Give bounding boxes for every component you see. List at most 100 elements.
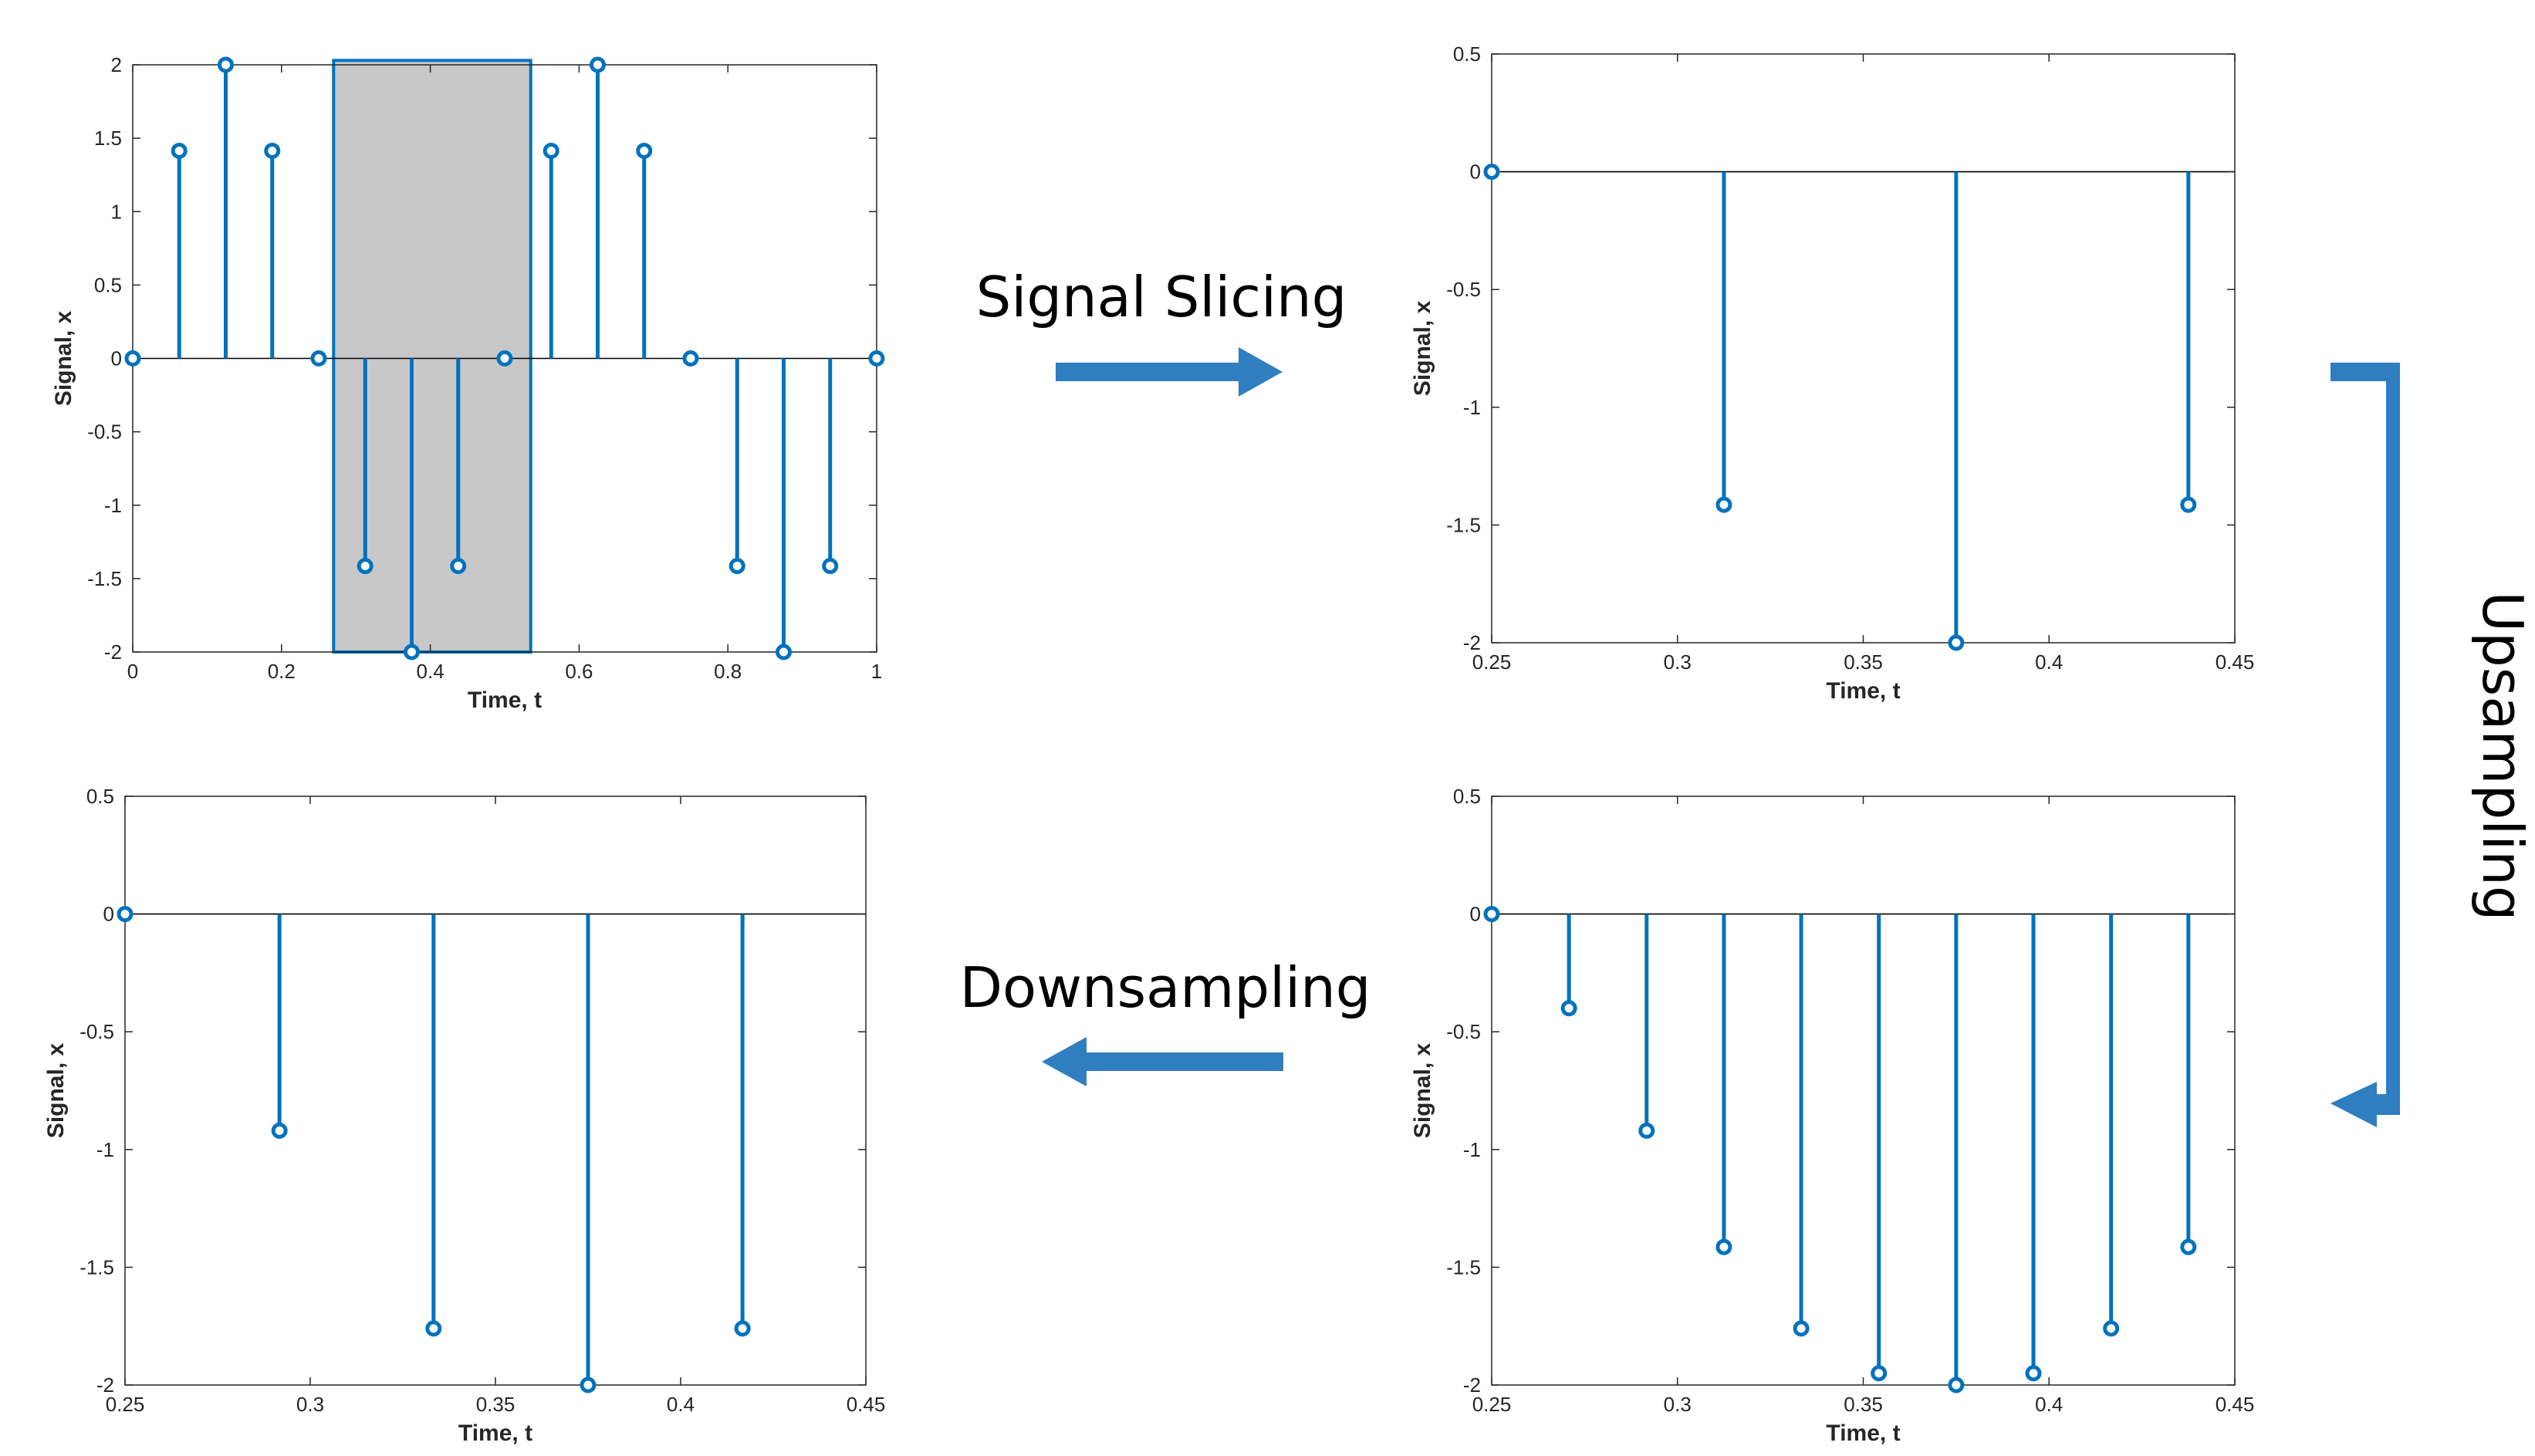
y-tick-label: -1: [1463, 1138, 1481, 1161]
stem-marker: [496, 350, 513, 367]
stem-marker: [776, 644, 792, 660]
x-tick-label: 0.45: [2216, 1393, 2255, 1416]
y-tick-label: 0: [1470, 903, 1481, 926]
y-tick-label: 0.5: [94, 273, 122, 296]
y-tick-label: 0.5: [1453, 42, 1481, 66]
x-axis-label: Time, t: [458, 1421, 532, 1446]
y-axis-label: Signal, x: [1410, 1043, 1435, 1139]
y-tick-label: 0.5: [1453, 785, 1481, 808]
y-tick-label: -0.5: [1446, 1020, 1481, 1043]
x-tick-label: 0.45: [2216, 650, 2255, 674]
x-tick-label: 0.3: [1664, 650, 1692, 674]
y-tick-label: -2: [1463, 1373, 1481, 1397]
x-tick-label: 0.25: [1472, 650, 1512, 674]
stem-marker: [171, 142, 188, 159]
signal-slicing-label: Signal Slicing: [976, 265, 1347, 329]
x-tick-label: 0.35: [1844, 1393, 1883, 1416]
y-axis-label: Signal, x: [1410, 301, 1435, 397]
stem-marker: [425, 1320, 442, 1337]
y-tick-label: -1.5: [79, 1255, 114, 1279]
stem-marker: [580, 1377, 597, 1394]
y-tick-label: 1.5: [94, 127, 122, 150]
stem-marker: [1715, 496, 1732, 513]
y-tick-label: -0.5: [79, 1020, 114, 1043]
stem-marker: [117, 906, 134, 923]
x-axis-label: Time, t: [468, 687, 542, 713]
stem-marker: [357, 558, 373, 575]
axes-box: [124, 796, 867, 1386]
x-tick-label: 0.3: [1664, 1393, 1692, 1416]
y-tick-label: 0: [103, 903, 114, 926]
x-tick-label: 0.6: [565, 660, 593, 683]
chart-downsampled: 0.5 0 -0.5 -1 -1.5 -20.25 0.3 0.35 0.4 0.45 Time, …: [43, 785, 885, 1446]
y-tick-label: -2: [1463, 631, 1481, 654]
stem-marker: [1715, 1238, 1732, 1255]
stem-marker: [218, 56, 234, 73]
stem-marker: [1948, 634, 1965, 651]
y-tick-label: -0.5: [87, 421, 122, 444]
chart-sliced: 0.5 0 -0.5 -1 -1.5 -20.25 0.3 0.35 0.4 0.45 Time, …: [1410, 42, 2254, 704]
y-tick-label: -2: [96, 1373, 114, 1397]
stem-marker: [1638, 1122, 1655, 1139]
y-tick-label: -0.5: [1446, 278, 1481, 301]
x-tick-label: 0.25: [106, 1393, 145, 1416]
stem-marker: [1483, 906, 1500, 923]
upsampling-label: Upsampling: [2470, 591, 2535, 921]
stem-marker: [822, 558, 839, 575]
stem-marker: [590, 56, 606, 73]
y-tick-label: 1: [111, 200, 122, 223]
y-tick-label: -1.5: [1446, 513, 1481, 536]
signal-slicing-arrow: [1056, 347, 1283, 397]
x-tick-label: 1: [871, 660, 882, 683]
stem-marker: [450, 558, 467, 575]
axes-box: [1491, 796, 2236, 1386]
x-tick-label: 0.4: [2035, 650, 2063, 674]
stem-marker: [2180, 1238, 2197, 1255]
stem-marker: [271, 1122, 288, 1139]
stem-marker: [1483, 164, 1500, 181]
y-tick-label: -1.5: [87, 567, 122, 590]
stem-marker: [728, 558, 745, 575]
x-tick-label: 0.4: [2035, 1393, 2063, 1416]
y-tick-label: 0: [111, 347, 122, 370]
stem-marker: [2180, 496, 2197, 513]
downsampling-arrow: [1042, 1037, 1283, 1086]
x-tick-label: 0.2: [268, 660, 296, 683]
stem-marker: [1793, 1320, 1810, 1337]
stem-marker: [542, 142, 559, 159]
stem-marker: [404, 644, 420, 660]
y-axis-label: Signal, x: [43, 1043, 69, 1139]
x-axis-label: Time, t: [1826, 678, 1900, 704]
charts-layer: 2 1.5 1 0.5 0 -0.5 -1 -1.5 -2 0 0.2 0.4 0.6 0.8 1 Time,…: [43, 42, 2254, 1446]
stem-marker: [868, 350, 885, 367]
stem-marker: [682, 350, 699, 367]
stem-marker: [1560, 1000, 1577, 1017]
x-tick-label: 0.35: [476, 1393, 515, 1416]
x-tick-label: 0.8: [714, 660, 742, 683]
x-axis-label: Time, t: [1826, 1421, 1900, 1446]
axes-box: [1491, 53, 2236, 644]
x-tick-label: 0.4: [417, 660, 444, 683]
y-tick-label: -2: [104, 640, 122, 664]
stem-marker: [2025, 1365, 2042, 1382]
x-tick-label: 0.3: [296, 1393, 324, 1416]
x-tick-label: 0.25: [1472, 1393, 1512, 1416]
y-tick-label: -1: [104, 494, 122, 517]
downsampling-label: Downsampling: [960, 955, 1371, 1020]
stem-marker: [2103, 1320, 2120, 1337]
stem-marker: [734, 1320, 751, 1337]
x-tick-label: 0.4: [667, 1393, 695, 1416]
y-tick-label: -1: [96, 1138, 114, 1161]
y-tick-label: 0: [1470, 160, 1481, 184]
y-tick-label: 0.5: [86, 785, 114, 808]
x-tick-label: 0.45: [847, 1393, 886, 1416]
stem-marker: [264, 142, 281, 159]
y-tick-label: 2: [111, 53, 122, 76]
chart-original: 21.510.50-0.5-1-1.5-20 0.2 0.4 0.6 0.8 1Time,…: [51, 53, 885, 713]
stem-marker: [1948, 1377, 1965, 1394]
y-tick-label: -1.5: [1446, 1255, 1481, 1279]
flow-arrows: Signal Slicing Downsampling Upsampling: [960, 265, 2535, 1127]
stem-marker: [124, 350, 141, 367]
x-tick-label: 0.35: [1844, 650, 1883, 674]
